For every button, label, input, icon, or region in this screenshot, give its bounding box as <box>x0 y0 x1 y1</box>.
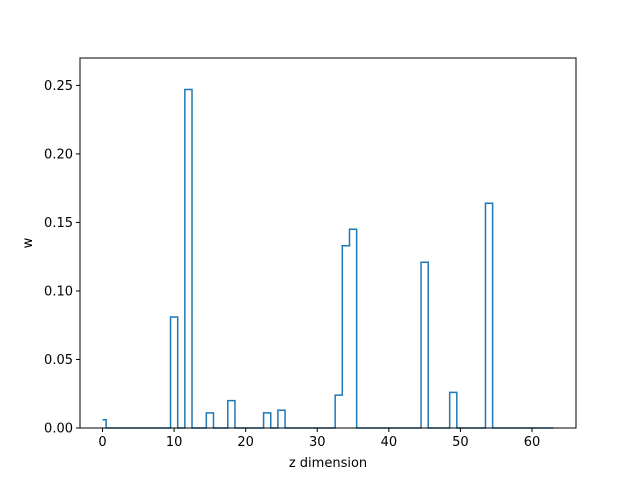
y-axis: 0.00 0.05 0.10 0.15 0.20 0.25 <box>44 79 80 437</box>
plot-frame <box>79 57 577 429</box>
y-tick-label: 0.10 <box>44 284 73 299</box>
y-axis-label: w <box>21 237 36 248</box>
y-tick-label: 0.00 <box>44 422 73 437</box>
x-tick-label: 60 <box>524 435 541 450</box>
y-tick-label: 0.25 <box>44 79 73 94</box>
x-axis-label: z dimension <box>289 456 367 471</box>
x-tick-label: 50 <box>452 435 469 450</box>
y-tick-label: 0.20 <box>44 147 73 162</box>
y-tick-label: 0.05 <box>44 353 73 368</box>
x-axis: 0 10 20 30 40 50 60 <box>98 428 540 450</box>
y-tick-label: 0.15 <box>44 216 73 231</box>
x-tick-label: 40 <box>381 435 398 450</box>
x-tick-label: 10 <box>166 435 183 450</box>
x-tick-label: 20 <box>237 435 254 450</box>
x-tick-label: 0 <box>98 435 106 450</box>
x-tick-label: 30 <box>309 435 326 450</box>
